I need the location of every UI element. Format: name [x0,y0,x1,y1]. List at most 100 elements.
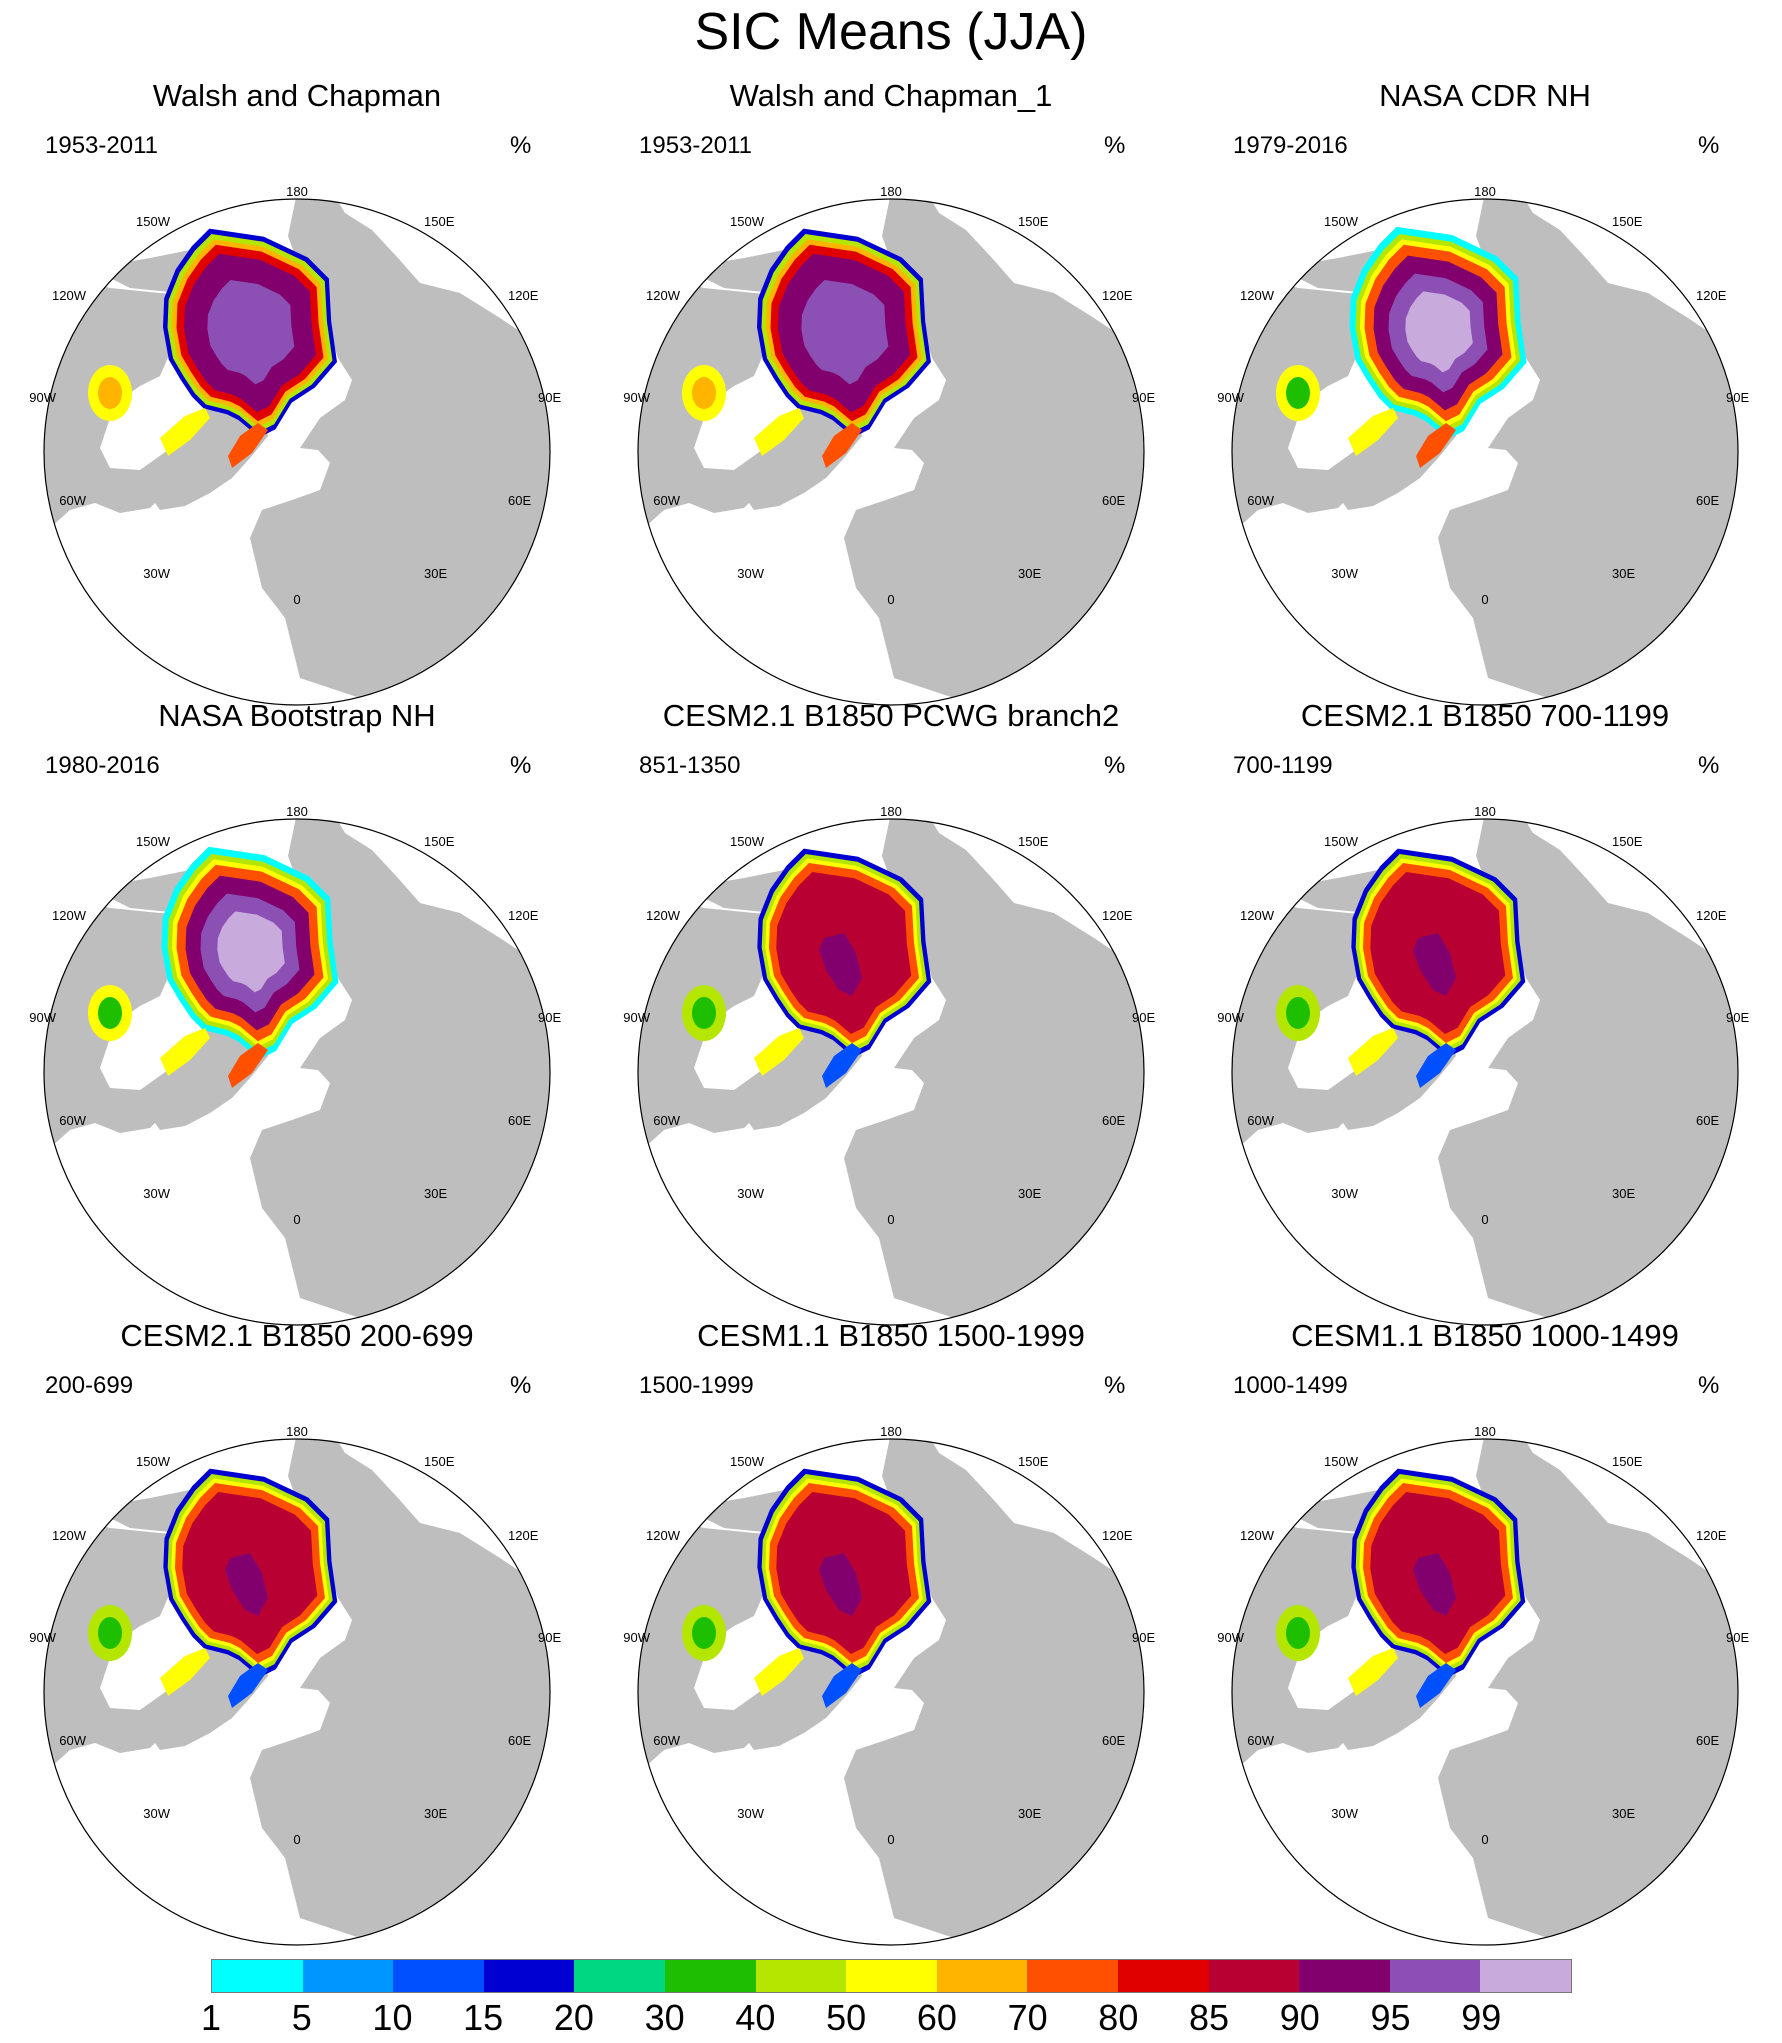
map-panel: Walsh and Chapman_1 1953-2011% 180 150E 120E… [594,78,1188,706]
longitude-label: 150W [730,834,765,849]
longitude-label: 90E [1726,1010,1749,1025]
land-eurasia [844,199,1144,705]
longitude-label: 60W [59,493,86,508]
colorbar-swatch [664,1960,756,1992]
longitude-label: 90E [538,390,561,405]
longitude-label: 60E [508,1113,531,1128]
panel-unit: % [510,1372,532,1399]
longitude-label: 0 [293,1212,300,1227]
longitude-label: 90E [1132,1630,1155,1645]
longitude-label: 90W [1217,390,1244,405]
longitude-label: 30E [424,1186,447,1201]
land-eurasia [250,199,550,705]
panel-unit: % [510,132,532,159]
longitude-label: 120E [1696,288,1727,303]
sea-ice-contour [801,279,889,385]
colorbar-swatch [574,1960,665,1992]
longitude-label: 90W [29,1010,56,1025]
longitude-label: 120E [1102,908,1133,923]
baffin-ice [754,1028,804,1076]
longitude-label: 30W [737,1186,764,1201]
panel-unit: % [1104,752,1126,779]
longitude-label: 120E [508,908,539,923]
land-eurasia [250,819,550,1325]
map-outline [1231,198,1739,706]
longitude-label: 90E [1726,390,1749,405]
longitude-label: 120E [508,1528,539,1543]
longitude-label: 120E [1696,1528,1727,1543]
hudson-bay-ice-core [1286,1617,1310,1649]
east-greenland-ice [1416,1043,1456,1088]
colorbar-tick-label: 95 [1370,1997,1411,2038]
colorbar-swatch [483,1960,575,1992]
colorbar-swatch [755,1960,847,1992]
longitude-label: 150W [730,214,765,229]
longitude-label: 90E [1132,1010,1155,1025]
panel-unit: % [1104,132,1126,159]
east-greenland-ice [228,423,268,468]
longitude-label: 90E [538,1010,561,1025]
longitude-label: 150E [1612,1454,1643,1469]
sea-ice-contour [1405,291,1473,373]
longitude-label: 120W [1240,1528,1275,1543]
panel-unit: % [1698,752,1720,779]
longitude-label: 120E [1696,908,1727,923]
map-panel: CESM2.1 B1850 PCWG branch2 851-1350% 180 15… [594,698,1188,1326]
longitude-label: 0 [1481,1832,1488,1847]
colorbar-tick-label: 5 [291,1997,312,2038]
longitude-label: 30W [1331,1806,1358,1821]
longitude-label: 180 [880,184,902,199]
panel-unit: % [1698,132,1720,159]
longitude-label: 0 [1481,1212,1488,1227]
longitude-label: 30E [1612,566,1635,581]
hudson-bay-ice-core [98,997,122,1029]
longitude-label: 180 [880,1424,902,1439]
longitude-label: 150E [1018,834,1049,849]
map-outline [637,1438,1145,1946]
longitude-label: 60E [508,1733,531,1748]
sea-ice-contour [1413,933,1456,996]
map-panel: CESM2.1 B1850 700-1199 700-1199% 180 150E 12… [1188,698,1782,1326]
colorbar-swatch [1027,1960,1118,1992]
land-eurasia [1438,819,1738,1325]
longitude-label: 30W [1331,566,1358,581]
longitude-label: 90W [29,390,56,405]
polar-map: 180 150E 120E 90E 60E 30E 0 30W 60W 90W 120W 150W [29,184,561,706]
longitude-label: 60E [1696,1113,1719,1128]
colorbar-swatch [302,1960,394,1992]
colorbar-tick-label: 50 [826,1997,867,2038]
longitude-label: 90E [538,1630,561,1645]
longitude-label: 30W [737,566,764,581]
longitude-label: 120W [646,288,681,303]
figure-title: SIC Means (JJA) [694,3,1088,61]
panel-title: Walsh and Chapman [152,78,442,113]
polar-map: 180 150E 120E 90E 60E 30E 0 30W 60W 90W 120W 150W [1217,804,1749,1326]
sea-ice-contour [819,933,862,996]
east-greenland-ice [822,1043,862,1088]
longitude-label: 150W [730,1454,765,1469]
longitude-label: 120E [1102,1528,1133,1543]
longitude-label: 0 [293,592,300,607]
longitude-label: 60W [653,1733,680,1748]
longitude-label: 60E [1102,1113,1125,1128]
longitude-label: 120W [646,1528,681,1543]
longitude-label: 90W [623,1630,650,1645]
longitude-label: 30E [1612,1186,1635,1201]
longitude-label: 150W [1324,214,1359,229]
colorbar-swatch [1480,1960,1571,1992]
map-outline [637,818,1145,1326]
longitude-label: 90W [623,390,650,405]
colorbar-tick-label: 40 [735,1997,776,2038]
longitude-label: 180 [1474,1424,1496,1439]
map-outline [43,198,551,706]
longitude-label: 120W [1240,908,1275,923]
longitude-label: 60W [1247,493,1274,508]
hudson-bay-ice-core [1286,377,1310,409]
polar-map: 180 150E 120E 90E 60E 30E 0 30W 60W 90W 120W 150W [1217,1424,1749,1946]
longitude-label: 30E [1018,1186,1041,1201]
longitude-label: 60E [1696,493,1719,508]
land-eurasia [1438,1439,1738,1945]
longitude-label: 150W [136,214,171,229]
east-greenland-ice [228,1043,268,1088]
polar-map: 180 150E 120E 90E 60E 30E 0 30W 60W 90W 120W 150W [623,804,1155,1326]
